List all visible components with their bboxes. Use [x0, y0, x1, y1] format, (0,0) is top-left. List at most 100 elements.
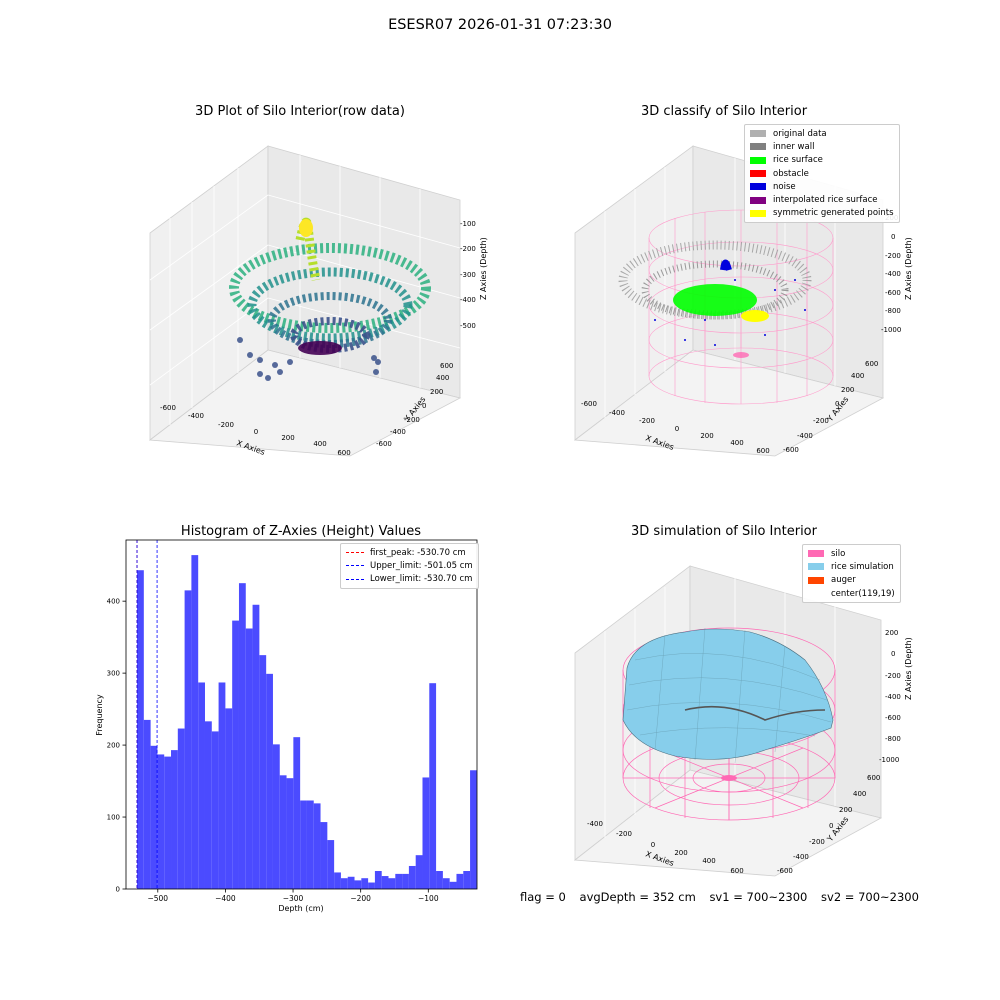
z-tick: 0	[891, 650, 895, 658]
x-tick: 400	[730, 439, 743, 447]
classify-legend-item: noise	[750, 180, 894, 193]
y-tick: 0	[835, 400, 839, 408]
z-tick: -200	[885, 672, 901, 680]
histogram-bar	[327, 840, 335, 889]
legend-swatch	[750, 130, 766, 138]
histogram-x-tick-label: −400	[215, 894, 236, 903]
histogram-bar	[388, 878, 396, 889]
classify-legend-item: original data	[750, 127, 894, 140]
histogram-bar	[232, 620, 239, 889]
x-tick: -400	[188, 412, 204, 420]
histogram-bar	[211, 731, 219, 889]
figure-title: ESESR07 2026-01-31 07:23:30	[388, 17, 612, 33]
y-tick: 600	[440, 362, 453, 370]
histogram-bar	[245, 628, 253, 889]
histogram-bar	[286, 778, 294, 889]
legend-label: inner wall	[773, 141, 815, 152]
x-tick: -200	[639, 417, 655, 425]
simulation-3d-plot: -400 -200 0 200 400 600 X Axies -600 -40…	[573, 565, 913, 877]
histogram-bar	[157, 754, 165, 889]
histogram-bar	[150, 745, 158, 889]
z-tick: -800	[885, 735, 901, 743]
legend-swatch	[750, 170, 766, 178]
histogram-bar	[436, 871, 443, 889]
histogram-y-tick-label: 300	[107, 670, 120, 678]
y-tick: 600	[865, 360, 878, 368]
legend-label: Upper_limit: -501.05 cm	[370, 560, 473, 571]
legend-label: symmetric generated points	[773, 208, 894, 219]
classify-plot-title: 3D classify of Silo Interior	[640, 104, 808, 119]
histogram-legend-item: first_peak: -530.70 cm	[346, 546, 473, 559]
z-tick: -600	[885, 714, 901, 722]
legend-swatch	[750, 143, 766, 151]
z-axis-label: Z Axies (Depth)	[904, 237, 913, 300]
z-tick: -400	[885, 270, 901, 278]
histogram-bar	[334, 872, 341, 889]
x-tick: 400	[313, 440, 326, 448]
x-tick: 600	[756, 447, 769, 455]
histogram-title: Histogram of Z-Axies (Height) Values	[180, 524, 422, 539]
histogram-bar	[177, 728, 185, 889]
simulation-legend: silo rice simulation auger center(119,19)	[802, 544, 901, 604]
histogram-x-tick-label: −500	[147, 894, 168, 903]
legend-line-swatch	[346, 552, 364, 554]
classify-legend-item: obstacle	[750, 167, 894, 180]
legend-label: center(119,19)	[831, 588, 895, 599]
histogram-bar	[259, 655, 267, 889]
histogram-x-tick-label: −100	[418, 894, 439, 903]
simulation-legend-item: auger	[808, 574, 895, 587]
x-tick: 600	[337, 449, 350, 457]
sv2-text: sv2 = 700~2300	[821, 890, 919, 904]
raw-scatter-points	[229, 217, 431, 381]
histogram-bar	[191, 555, 199, 889]
legend-swatch	[808, 576, 824, 584]
y-tick: -600	[376, 440, 392, 448]
legend-label: first_peak: -530.70 cm	[370, 547, 466, 558]
histogram-bar	[293, 737, 301, 889]
legend-line-swatch	[346, 578, 364, 580]
histogram-bar	[340, 878, 348, 889]
histogram-bar	[143, 719, 151, 889]
status-line: flag = 0 avgDepth = 352 cm sv1 = 700~230…	[520, 890, 929, 904]
histogram-y-tick-label: 0	[116, 886, 120, 894]
legend-label: rice surface	[773, 155, 823, 166]
histogram-x-tick-label: −200	[350, 894, 371, 903]
y-tick: 0	[829, 822, 833, 830]
rice-simulation-surface	[622, 628, 834, 760]
histogram-bar	[381, 876, 389, 889]
histogram-bar	[456, 873, 464, 889]
histogram-bar	[279, 775, 287, 889]
histogram-bar	[164, 756, 172, 889]
histogram-bar	[415, 855, 423, 889]
y-tick: 400	[851, 372, 864, 380]
histogram-bar	[395, 873, 403, 889]
legend-label: Lower_limit: -530.70 cm	[370, 574, 473, 585]
histogram-bar	[442, 878, 450, 889]
legend-label: auger	[831, 575, 856, 586]
histogram-bar	[361, 878, 369, 889]
flag-text: flag = 0	[520, 890, 566, 904]
legend-swatch	[808, 550, 824, 558]
z-tick: -200	[460, 245, 476, 253]
y-tick: 200	[841, 386, 854, 394]
classify-legend-item: interpolated rice surface	[750, 193, 894, 206]
x-tick: -200	[616, 830, 632, 838]
histogram-bar	[347, 876, 355, 889]
histogram-bar	[306, 800, 314, 889]
histogram-legend-item: Lower_limit: -530.70 cm	[346, 573, 473, 586]
z-tick: -100	[460, 220, 476, 228]
legend-label: noise	[773, 181, 796, 192]
z-axis-label: Z Axies (Depth)	[479, 237, 488, 300]
histogram-bar	[313, 803, 321, 889]
histogram-y-label: Frequency	[95, 694, 104, 736]
histogram-x-tick-label: −300	[283, 894, 304, 903]
histogram-bar	[225, 708, 233, 889]
histogram-bar	[204, 721, 212, 889]
legend-swatch	[750, 209, 766, 217]
z-tick: -600	[885, 289, 901, 297]
y-tick: -600	[777, 867, 793, 875]
histogram-chart: −500 −400 −300 −200 −100 0 100 200 300 400 Depth…	[95, 539, 478, 913]
y-tick: -400	[390, 428, 406, 436]
histogram-legend-item: Upper_limit: -501.05 cm	[346, 559, 473, 572]
simulation-legend-item: center(119,19)	[808, 587, 895, 600]
